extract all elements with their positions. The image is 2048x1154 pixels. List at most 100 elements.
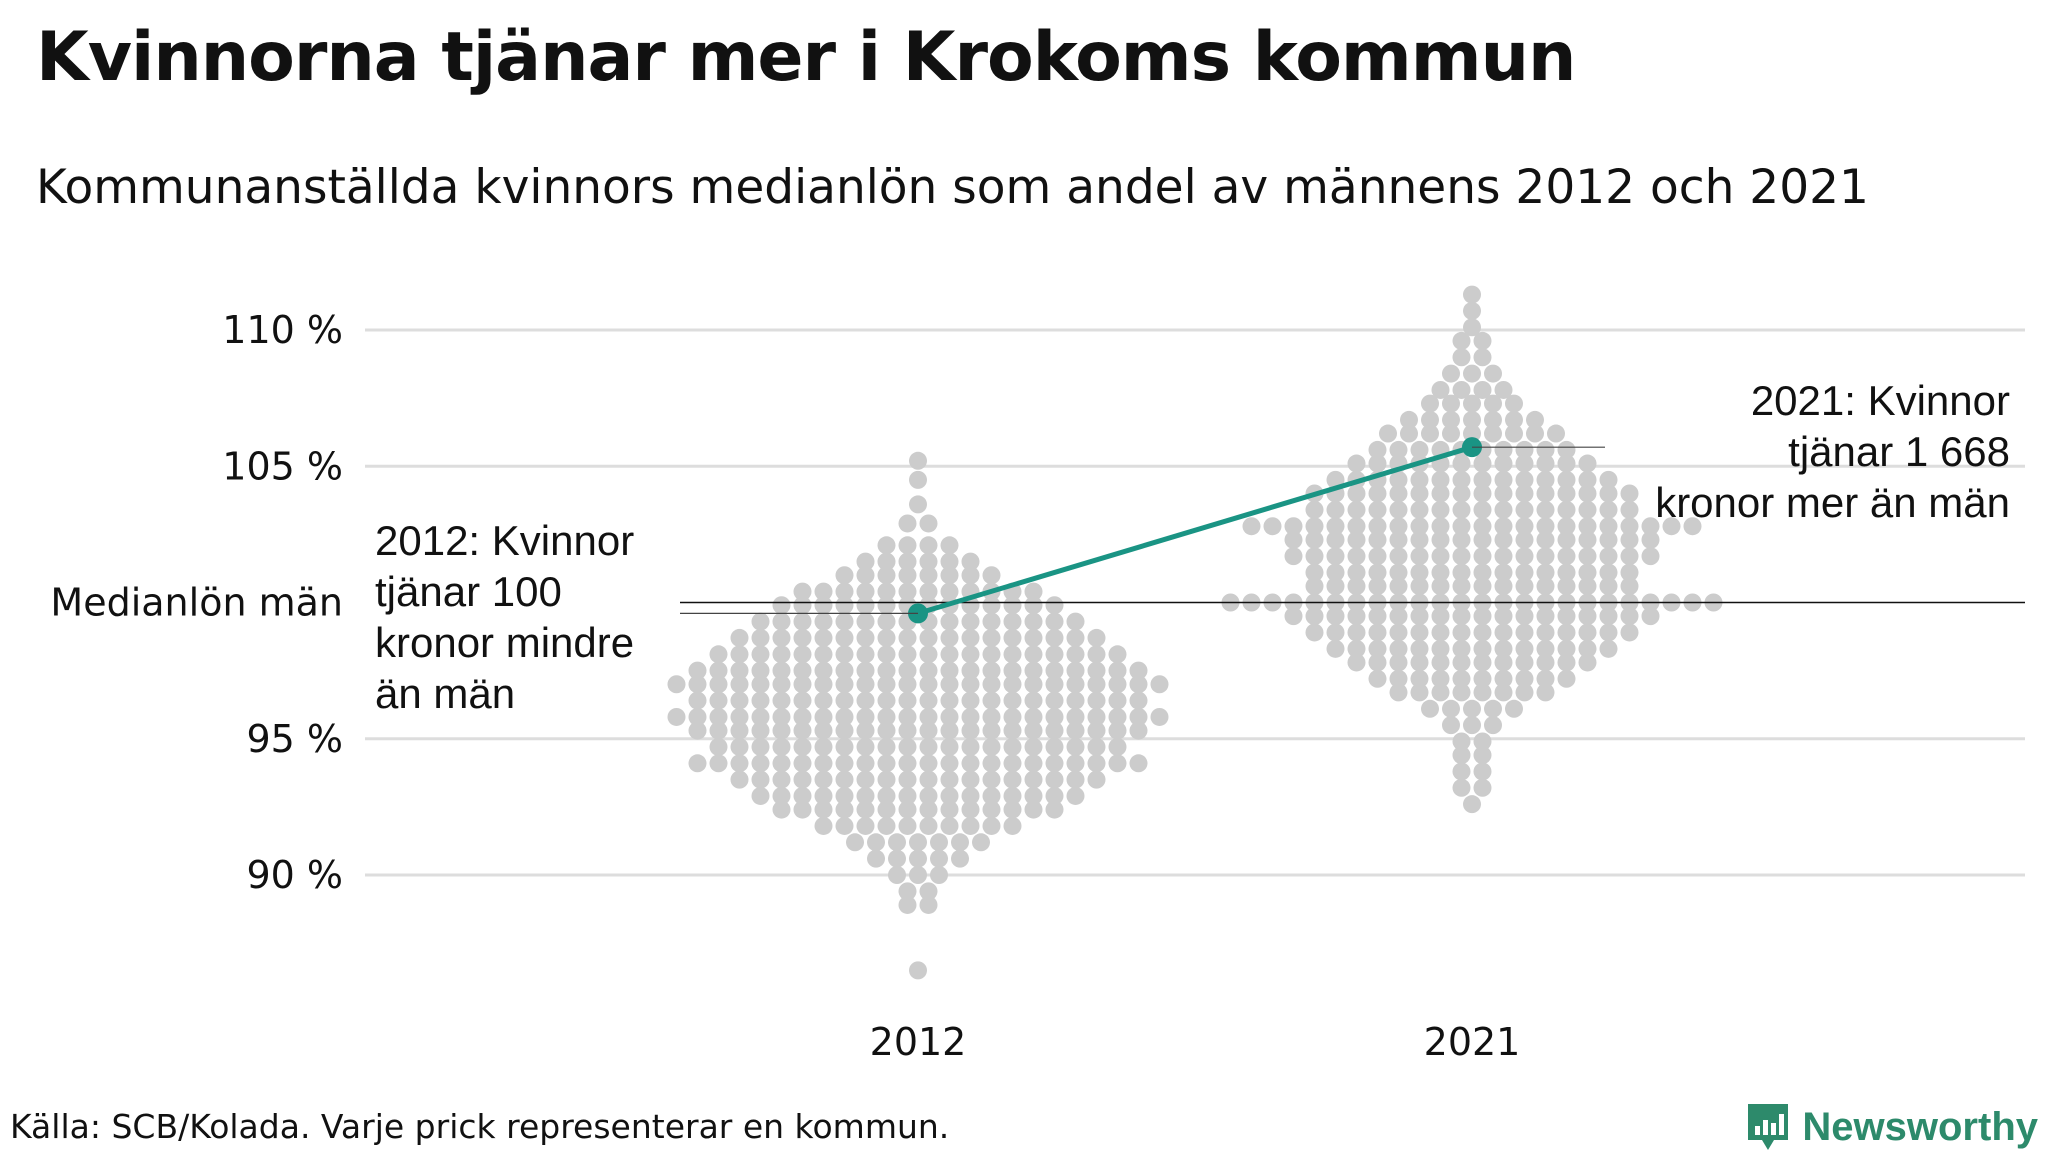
municipality-dot	[1087, 661, 1106, 680]
municipality-dot	[1557, 517, 1576, 536]
municipality-dot	[1431, 470, 1450, 489]
municipality-dot	[1400, 410, 1418, 429]
municipality-dot	[1024, 661, 1043, 680]
annotation-2021-line: kronor mer än män	[1655, 479, 2010, 526]
municipality-dot	[1066, 707, 1085, 726]
municipality-dot	[1410, 623, 1429, 642]
municipality-dot	[814, 754, 833, 773]
municipality-dot	[1515, 683, 1534, 702]
municipality-dot	[940, 786, 959, 805]
municipality-dot	[1066, 628, 1085, 647]
municipality-dot	[1473, 530, 1492, 549]
municipality-dot	[1620, 517, 1639, 536]
municipality-dot	[772, 675, 791, 694]
municipality-dot	[1431, 484, 1450, 503]
municipality-dot	[898, 816, 917, 835]
municipality-dot	[835, 566, 854, 585]
municipality-dot	[730, 645, 749, 664]
municipality-dot	[1536, 669, 1555, 688]
municipality-dot	[730, 737, 749, 756]
municipality-dot	[898, 628, 917, 647]
municipality-dot	[1473, 639, 1492, 658]
municipality-dot	[1284, 530, 1303, 549]
municipality-dot	[1003, 721, 1022, 740]
municipality-dot	[1442, 394, 1460, 413]
municipality-dot	[1473, 563, 1492, 582]
municipality-dot	[961, 661, 980, 680]
municipality-dot	[1284, 607, 1303, 626]
municipality-dot	[1263, 517, 1282, 536]
municipality-dot	[1484, 394, 1502, 413]
municipality-dot	[793, 754, 812, 773]
municipality-dot	[898, 770, 917, 789]
municipality-dot	[709, 645, 728, 664]
municipality-dot	[1368, 454, 1387, 473]
municipality-dot	[1045, 800, 1064, 819]
municipality-dot	[1494, 500, 1513, 519]
municipality-dot	[751, 721, 770, 740]
municipality-dot	[982, 661, 1001, 680]
brand-logo[interactable]: Newsworthy	[1744, 1100, 2038, 1154]
municipality-dot	[1347, 454, 1366, 473]
municipality-dot	[1347, 623, 1366, 642]
municipality-dot	[940, 675, 959, 694]
x-tick-label: 2021	[1424, 1020, 1521, 1064]
municipality-dot	[1442, 364, 1460, 383]
chart-subtitle: Kommunanställda kvinnors medianlön som a…	[36, 160, 1869, 215]
municipality-dot	[961, 628, 980, 647]
municipality-dot	[1526, 410, 1544, 429]
municipality-dot	[772, 691, 791, 710]
municipality-dot	[1066, 645, 1085, 664]
municipality-dot	[1505, 410, 1523, 429]
municipality-dot	[877, 707, 896, 726]
municipality-dot	[1505, 394, 1523, 413]
municipality-dot	[793, 582, 812, 601]
municipality-dot	[1410, 500, 1429, 519]
municipality-dot	[1599, 607, 1618, 626]
municipality-dot	[877, 691, 896, 710]
municipality-dot	[1536, 454, 1555, 473]
municipality-dot	[1463, 394, 1481, 413]
municipality-dot	[940, 800, 959, 819]
municipality-dot	[898, 707, 917, 726]
y-tick-label: Medianlön män	[50, 581, 343, 625]
municipality-dot	[1473, 683, 1492, 702]
municipality-dot	[835, 582, 854, 601]
municipality-dot	[1347, 530, 1366, 549]
municipality-dot	[814, 691, 833, 710]
municipality-dot	[1024, 612, 1043, 631]
municipality-dot	[898, 691, 917, 710]
municipality-dot	[751, 645, 770, 664]
municipality-dot	[1368, 639, 1387, 658]
municipality-dot	[1452, 669, 1471, 688]
municipality-dot	[730, 691, 749, 710]
municipality-dot	[730, 707, 749, 726]
municipality-dot	[1473, 653, 1492, 672]
municipality-dot	[1557, 530, 1576, 549]
municipality-dot	[1620, 577, 1639, 596]
municipality-dot	[940, 536, 959, 555]
source-caption: Källa: SCB/Kolada. Varje prick represent…	[10, 1107, 950, 1146]
municipality-dot	[1557, 547, 1576, 566]
municipality-dot	[1431, 563, 1450, 582]
municipality-dot	[1452, 683, 1471, 702]
municipality-dot	[1515, 484, 1534, 503]
municipality-dot	[888, 849, 906, 868]
municipality-dot	[1463, 285, 1481, 304]
municipality-dot	[951, 833, 969, 852]
municipality-dot	[751, 737, 770, 756]
municipality-dot	[919, 661, 938, 680]
municipality-dot	[1129, 721, 1148, 740]
municipality-dot	[1473, 547, 1492, 566]
municipality-dot	[940, 721, 959, 740]
municipality-dot	[751, 675, 770, 694]
municipality-dot	[1108, 661, 1127, 680]
municipality-dot	[1473, 517, 1492, 536]
municipality-dot	[982, 816, 1001, 835]
municipality-dot	[835, 770, 854, 789]
municipality-dot	[793, 786, 812, 805]
municipality-dot	[1129, 754, 1148, 773]
municipality-dot	[1536, 470, 1555, 489]
municipality-dot	[1599, 577, 1618, 596]
municipality-dot	[1421, 699, 1439, 718]
